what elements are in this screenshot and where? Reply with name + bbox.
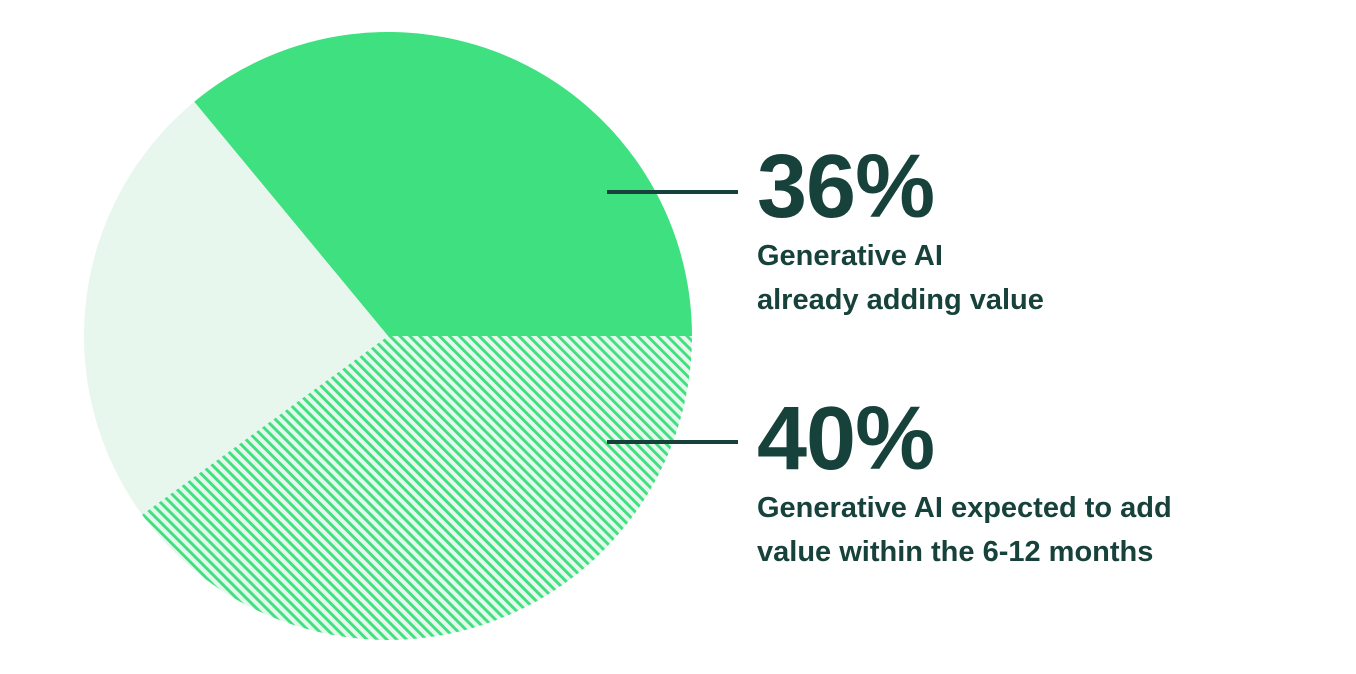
leader-line-36 — [607, 190, 738, 194]
pie-chart-svg — [84, 32, 692, 640]
callout-40: 40% Generative AI expected to add value … — [757, 394, 1337, 574]
pie-slice-2-40pct — [142, 336, 692, 640]
pie-slice-3-24pct — [84, 101, 388, 515]
callout-40-description-line-2: value within the 6-12 months — [757, 536, 1154, 568]
callout-36-description-line-2: already adding value — [757, 284, 1044, 316]
pie-slice-1-36pct — [194, 32, 692, 336]
callout-36-value: 36% — [757, 137, 935, 237]
callout-36-description-line-1: Generative AI — [757, 240, 943, 272]
callout-40-description: Generative AI expected to add value with… — [757, 486, 1337, 574]
pie-chart — [84, 32, 692, 640]
callout-40-value: 40% — [757, 389, 935, 489]
leader-line-40 — [607, 440, 738, 444]
callout-40-description-line-1: Generative AI expected to add — [757, 492, 1172, 524]
callout-36: 36% Generative AI already adding value — [757, 142, 1337, 322]
callout-36-description: Generative AI already adding value — [757, 234, 1337, 322]
